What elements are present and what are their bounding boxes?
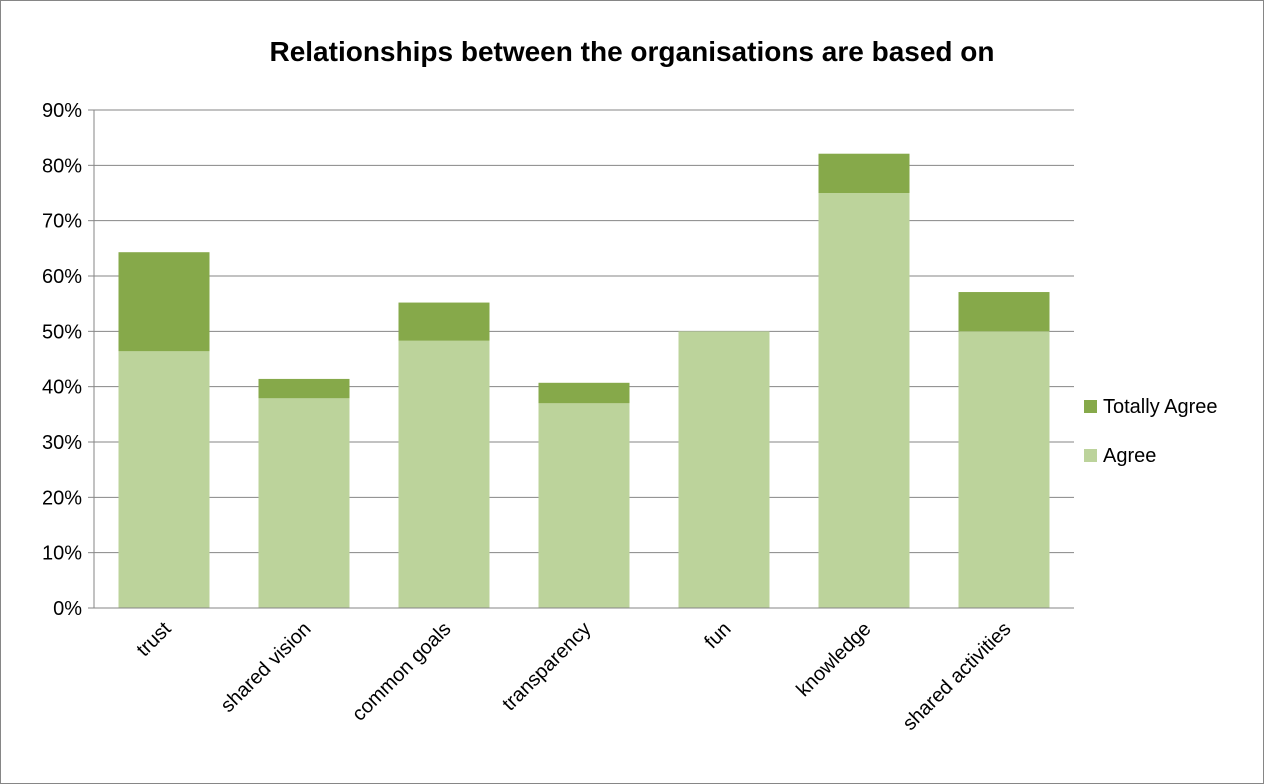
bar-totally-agree [958, 292, 1050, 332]
bar-totally-agree [118, 252, 210, 352]
x-tick-label: transparency [498, 618, 595, 715]
x-tick-label: shared vision [217, 618, 316, 717]
y-tick-label: 50% [42, 321, 82, 343]
bar-totally-agree [398, 302, 490, 341]
x-tick-labels: trust shared vision common goals transparen… [132, 618, 1015, 735]
y-tick-label: 90% [42, 100, 82, 122]
bar-totally-agree [538, 382, 630, 404]
bar-agree [958, 331, 1050, 608]
bars [118, 153, 1050, 608]
bar-totally-agree [818, 153, 910, 193]
y-tick-label: 70% [42, 211, 82, 233]
chart-title: Relationships between the organisations … [269, 36, 995, 67]
bar-totally-agree [258, 378, 350, 399]
y-tick-label: 30% [42, 432, 82, 454]
y-tick-labels: 0% 10% 20% 30% 40% 50% 60% 70% 80% 90% [42, 100, 82, 620]
y-tick-label: 20% [42, 487, 82, 509]
y-tick-label: 40% [42, 377, 82, 399]
bar-agree [538, 403, 630, 608]
bar-agree [258, 398, 350, 608]
x-tick-label: fun [700, 618, 735, 653]
x-tick-label: knowledge [792, 618, 875, 701]
x-tick-label: trust [132, 618, 175, 661]
legend-swatch [1084, 449, 1097, 462]
bar-agree [678, 331, 770, 608]
bar-agree [818, 193, 910, 608]
legend-swatch [1084, 400, 1097, 413]
axes [93, 110, 1074, 609]
y-tick-label: 0% [53, 598, 82, 620]
y-tick-label: 10% [42, 543, 82, 565]
bar-agree [398, 340, 490, 608]
x-tick-label: shared activities [899, 618, 1016, 735]
legend-label: Agree [1103, 445, 1156, 467]
bar-agree [118, 351, 210, 608]
y-tick-label: 80% [42, 155, 82, 177]
legend-label: Totally Agree [1103, 396, 1218, 418]
y-tick-label: 60% [42, 266, 82, 288]
legend: Totally Agree Agree [1084, 396, 1218, 467]
x-tick-label: common goals [348, 618, 456, 726]
